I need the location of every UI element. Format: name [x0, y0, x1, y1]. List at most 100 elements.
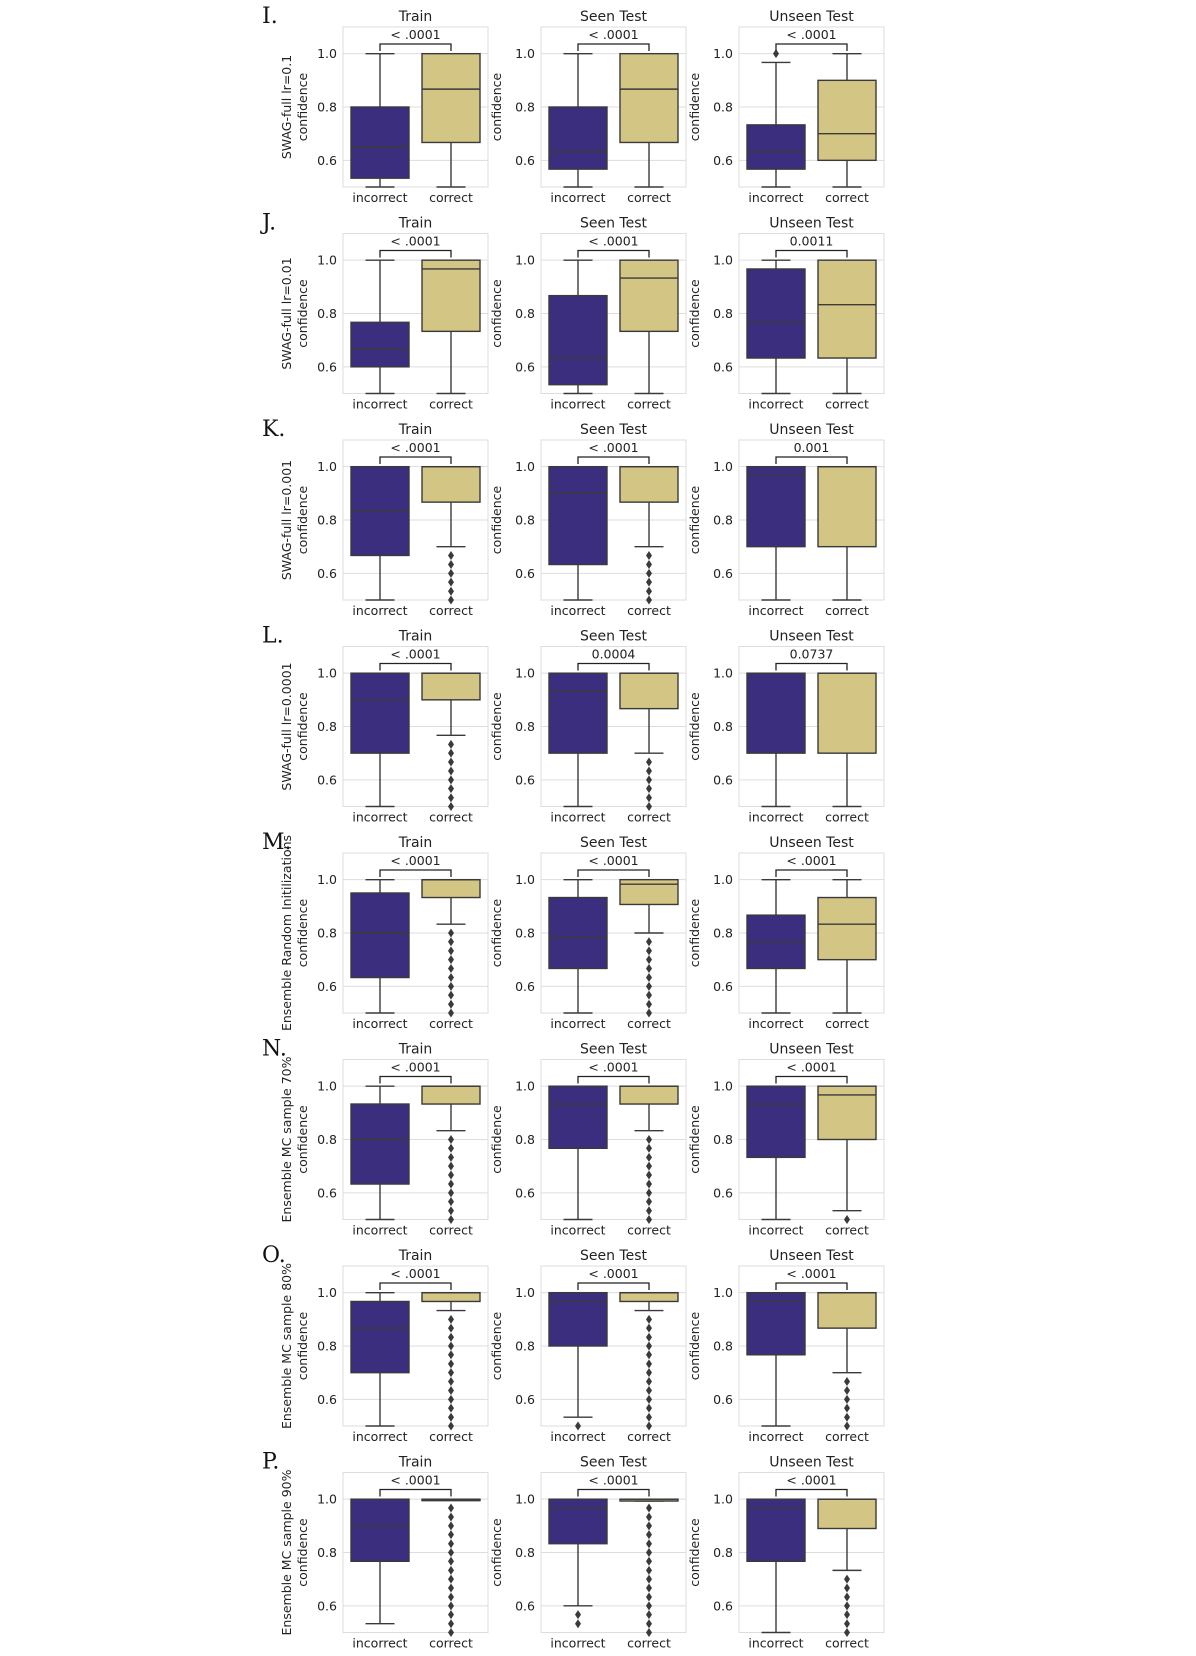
x-tick-label: correct	[825, 190, 869, 205]
outlier-point	[448, 1161, 454, 1171]
iqr-box	[548, 1498, 608, 1545]
y-tick-label: 1.0	[317, 253, 337, 268]
boxplot-panel: 0.6 0.8 1.0 Unseen Test confidence incorrect c…	[687, 835, 885, 1031]
outlier-point	[448, 1341, 454, 1351]
p-value-label: < .0001	[786, 1266, 836, 1281]
outlier-point	[448, 1512, 454, 1522]
y-tick-label: 0.6	[515, 1598, 535, 1613]
outlier-point	[448, 595, 454, 605]
y-tick-label: 0.6	[713, 359, 733, 374]
outlier-point	[448, 1314, 454, 1324]
outlier-point	[646, 1619, 652, 1629]
y-tick-label: 0.8	[515, 1339, 535, 1354]
outlier-point	[646, 955, 652, 965]
y-axis-label: confidence	[687, 692, 702, 761]
box-correct	[817, 672, 877, 808]
x-tick-label: correct	[429, 1016, 473, 1031]
x-tick-label: incorrect	[352, 1429, 407, 1444]
outlier-point	[448, 586, 454, 596]
outlier-point	[448, 550, 454, 560]
outlier-point	[646, 1592, 652, 1602]
p-value-label: < .0001	[390, 853, 440, 868]
x-tick-label: incorrect	[352, 810, 407, 825]
y-axis-label: confidence	[489, 72, 504, 141]
x-tick-label: incorrect	[550, 1429, 605, 1444]
outlier-point	[448, 739, 454, 749]
x-tick-label: correct	[627, 1223, 671, 1238]
box-incorrect	[350, 672, 410, 808]
iqr-box	[619, 878, 679, 906]
model-label: Ensemble MC sample 80%	[279, 1263, 294, 1429]
row-letter: M.	[262, 830, 292, 855]
outlier-point	[844, 1403, 850, 1413]
box-incorrect	[746, 465, 806, 601]
panel-title: Unseen Test	[769, 9, 854, 25]
box-incorrect	[350, 52, 410, 188]
y-tick-label: 0.6	[515, 772, 535, 787]
iqr-box	[817, 1291, 877, 1329]
box-correct	[619, 672, 679, 811]
box-correct	[817, 52, 877, 188]
outlier-point	[646, 1143, 652, 1153]
y-axis-label: confidence	[489, 1518, 504, 1587]
box-incorrect	[746, 672, 806, 808]
x-tick-label: incorrect	[352, 1636, 407, 1651]
outlier-point	[646, 1530, 652, 1540]
box-correct	[619, 1291, 679, 1431]
outlier-point	[448, 981, 454, 991]
p-value-label: < .0001	[390, 234, 440, 249]
outlier-point	[646, 1152, 652, 1162]
y-tick-label: 0.8	[713, 1545, 733, 1560]
x-tick-label: correct	[429, 603, 473, 618]
outlier-point	[448, 1215, 454, 1224]
outlier-point	[646, 1521, 652, 1531]
significance-bracket	[577, 43, 650, 51]
boxplot-panel: 0.6 0.8 1.0 Train Ensemble MC sample 80% conf…	[279, 1248, 489, 1444]
y-tick-label: 1.0	[713, 1285, 733, 1300]
outlier-point	[448, 946, 454, 956]
y-tick-label: 0.6	[317, 566, 337, 581]
boxplot-panel: 0.6 0.8 1.0 Train Ensemble MC sample 90% conf…	[279, 1455, 489, 1651]
p-value-label: < .0001	[390, 27, 440, 42]
outlier-point	[448, 775, 454, 785]
y-tick-label: 1.0	[317, 1285, 337, 1300]
outlier-point	[448, 1376, 454, 1386]
outlier-point	[646, 973, 652, 983]
y-tick-label: 0.8	[515, 306, 535, 321]
x-tick-label: incorrect	[748, 603, 803, 618]
outlier-point	[448, 748, 454, 758]
y-axis-label: confidence	[687, 898, 702, 967]
y-tick-label: 0.8	[515, 1545, 535, 1560]
y-axis-label: confidence	[489, 898, 504, 967]
box-incorrect	[746, 1498, 806, 1634]
p-value-label: < .0001	[390, 1473, 440, 1488]
x-tick-label: correct	[429, 1429, 473, 1444]
p-value-label: < .0001	[390, 1060, 440, 1075]
outlier-point	[646, 1179, 652, 1189]
x-tick-label: correct	[627, 810, 671, 825]
outlier-point	[448, 937, 454, 947]
y-tick-label: 0.6	[317, 1185, 337, 1200]
panel-title: Unseen Test	[769, 1455, 854, 1471]
p-value-label: < .0001	[390, 647, 440, 662]
iqr-box	[421, 259, 481, 333]
boxplot-panel: 0.6 0.8 1.0 Seen Test confidence incorrect cor…	[489, 216, 687, 412]
outlier-point	[646, 946, 652, 956]
panel-title: Train	[398, 1455, 433, 1471]
y-tick-label: 1.0	[317, 872, 337, 887]
p-value-label: < .0001	[588, 27, 638, 42]
outlier-point	[448, 1332, 454, 1342]
p-value-label: < .0001	[588, 1473, 638, 1488]
outlier-point	[448, 1152, 454, 1162]
outlier-point	[448, 1143, 454, 1153]
outlier-point	[448, 568, 454, 578]
y-tick-label: 0.6	[515, 566, 535, 581]
significance-bracket	[775, 249, 848, 258]
x-tick-label: incorrect	[550, 190, 605, 205]
outlier-point	[448, 1521, 454, 1531]
x-tick-label: incorrect	[748, 1636, 803, 1651]
y-tick-label: 1.0	[713, 253, 733, 268]
panel-title: Unseen Test	[769, 835, 854, 851]
y-axis-label: confidence	[295, 898, 310, 967]
